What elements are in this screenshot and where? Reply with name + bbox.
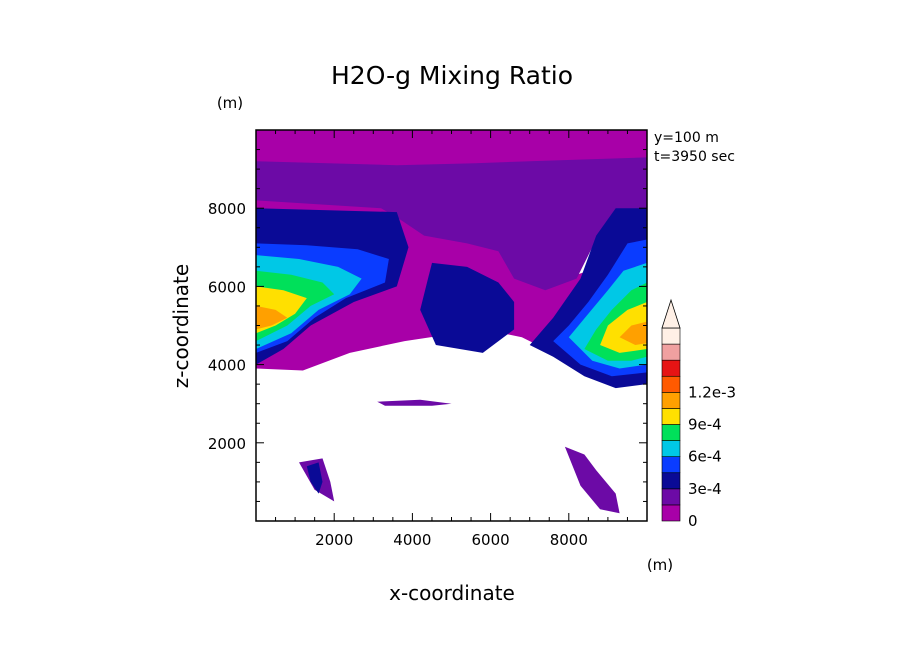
colorbar-tick-label: 3e-4	[688, 480, 722, 498]
contour-region-20	[377, 399, 452, 406]
x-axis-label: x-coordinate	[389, 581, 515, 605]
colorbar-swatch-10	[661, 343, 681, 361]
chart-title: H2O-g Mixing Ratio	[331, 61, 573, 90]
axis-ticks: 2000 4000 6000 8000 2000 4000 6000 8000	[208, 130, 647, 549]
colorbar-swatch-7	[661, 392, 681, 409]
colorbar-tick-label: 0	[688, 512, 698, 530]
colorbar-swatch-6	[661, 408, 681, 425]
contour-region-1	[256, 329, 647, 514]
x-tick-label: 6000	[472, 531, 510, 549]
colorbar-swatch-5	[661, 424, 681, 441]
contour-field	[256, 130, 647, 514]
colorbar-swatch-4	[661, 440, 681, 457]
contour-region-15	[256, 305, 288, 330]
annotation-t: t=3950 sec	[654, 149, 735, 165]
colorbar-extend-arrow	[661, 298, 681, 329]
y-tick-label: 2000	[208, 435, 246, 453]
contour-region-18	[306, 462, 323, 494]
y-tick-label: 4000	[208, 357, 246, 375]
colorbar-tick-label: 1.2e-3	[688, 383, 736, 401]
colorbar-swatch-8	[661, 375, 681, 393]
contour-region-16	[619, 321, 647, 345]
y-tick-label: 6000	[208, 278, 246, 296]
contour-region-3	[256, 157, 647, 291]
y-unit-label: (m)	[217, 94, 243, 112]
colorbar: 0 3e-4 6e-4 9e-4 1.2e-3	[661, 298, 736, 530]
contour-region-19	[564, 446, 620, 514]
x-unit-label: (m)	[647, 556, 673, 574]
colorbar-swatch-3	[661, 456, 681, 474]
x-tick-label: 8000	[550, 531, 588, 549]
x-tick-label: 2000	[315, 531, 353, 549]
x-tick-label: 4000	[393, 531, 431, 549]
colorbar-swatch-1	[661, 488, 681, 506]
colorbar-swatch-11	[661, 327, 681, 345]
colorbar-swatch-0	[661, 504, 681, 522]
annotation-y: y=100 m	[654, 130, 719, 146]
contour-region-6	[420, 262, 515, 353]
colorbar-tick-label: 9e-4	[688, 416, 722, 434]
y-tick-label: 8000	[208, 200, 246, 218]
colorbar-tick-label: 6e-4	[688, 448, 722, 466]
y-axis-label: z-coordinate	[169, 264, 193, 388]
colorbar-swatch-2	[661, 472, 681, 490]
colorbar-swatch-9	[661, 359, 681, 377]
